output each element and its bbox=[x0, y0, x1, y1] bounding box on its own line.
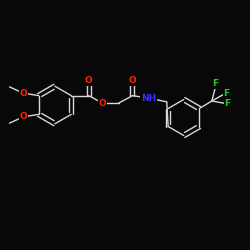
Text: F: F bbox=[223, 90, 230, 98]
Text: NH: NH bbox=[141, 94, 156, 102]
Text: O: O bbox=[20, 89, 27, 98]
Text: O: O bbox=[85, 76, 92, 85]
Text: O: O bbox=[128, 76, 136, 85]
Text: O: O bbox=[20, 112, 27, 122]
Text: F: F bbox=[224, 99, 231, 108]
Text: O: O bbox=[98, 98, 106, 108]
Text: F: F bbox=[212, 79, 219, 88]
